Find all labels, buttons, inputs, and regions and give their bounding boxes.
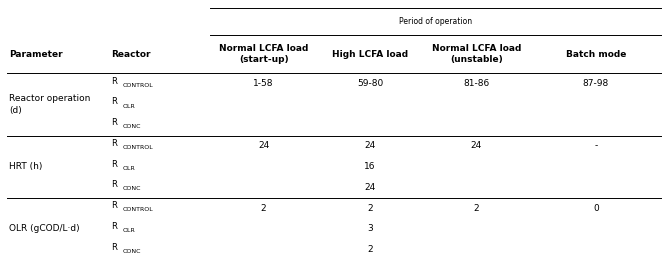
Text: High LCFA load: High LCFA load: [332, 50, 408, 59]
Text: R: R: [111, 160, 117, 169]
Text: 24: 24: [258, 141, 269, 150]
Text: R: R: [111, 98, 117, 107]
Text: 2: 2: [261, 204, 267, 213]
Text: OLR (gCOD/L·d): OLR (gCOD/L·d): [9, 224, 80, 233]
Text: 0: 0: [593, 204, 599, 213]
Text: 24: 24: [471, 141, 482, 150]
Text: R: R: [111, 201, 117, 210]
Text: OLR: OLR: [122, 103, 136, 109]
Text: HRT (h): HRT (h): [9, 162, 43, 171]
Text: R: R: [111, 139, 117, 148]
Text: OLR: OLR: [122, 166, 136, 171]
Text: 2: 2: [474, 204, 479, 213]
Text: CONTROL: CONTROL: [122, 83, 153, 88]
Text: Reactor: Reactor: [111, 50, 150, 59]
Text: CONC: CONC: [122, 249, 141, 254]
Text: Normal LCFA load
(start-up): Normal LCFA load (start-up): [219, 44, 309, 64]
Text: 16: 16: [364, 162, 376, 171]
Text: 1-58: 1-58: [253, 79, 274, 88]
Text: Normal LCFA load
(unstable): Normal LCFA load (unstable): [432, 44, 521, 64]
Text: R: R: [111, 77, 117, 86]
Text: CONC: CONC: [122, 187, 141, 191]
Text: 24: 24: [364, 183, 375, 192]
Text: 2: 2: [367, 245, 373, 254]
Text: 59-80: 59-80: [357, 79, 383, 88]
Text: 3: 3: [367, 224, 373, 233]
Text: Parameter: Parameter: [9, 50, 63, 59]
Text: CONC: CONC: [122, 124, 141, 129]
Text: -: -: [595, 141, 597, 150]
Text: Reactor operation
(d): Reactor operation (d): [9, 94, 91, 115]
Text: R: R: [111, 243, 117, 252]
Text: R: R: [111, 222, 117, 231]
Text: Period of operation: Period of operation: [399, 17, 472, 26]
Text: OLR: OLR: [122, 228, 136, 233]
Text: 2: 2: [367, 204, 373, 213]
Text: Batch mode: Batch mode: [566, 50, 626, 59]
Text: CONTROL: CONTROL: [122, 145, 153, 150]
Text: R: R: [111, 118, 117, 127]
Text: CONTROL: CONTROL: [122, 207, 153, 212]
Text: 24: 24: [364, 141, 375, 150]
Text: 87-98: 87-98: [582, 79, 609, 88]
Text: R: R: [111, 180, 117, 189]
Text: 81-86: 81-86: [464, 79, 490, 88]
